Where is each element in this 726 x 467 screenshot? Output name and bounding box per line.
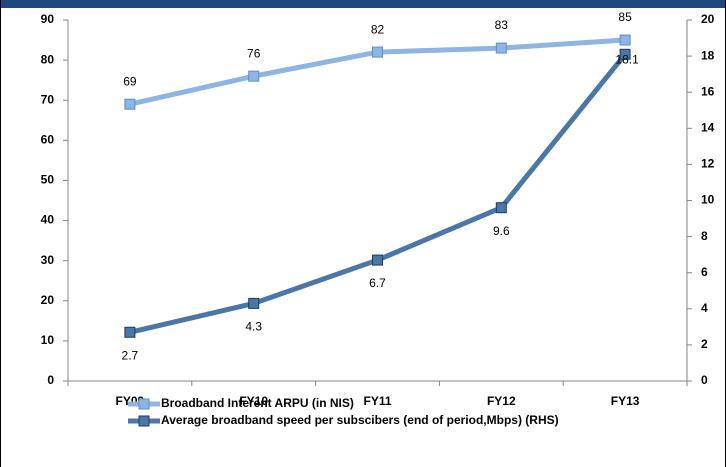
y-tick-label: 40 [41, 213, 55, 227]
point-marker [619, 34, 631, 46]
legend-marker [138, 415, 150, 427]
point-marker [619, 48, 631, 60]
y-tick-label: 90 [41, 12, 55, 26]
y2-tick-label: 20 [701, 12, 715, 26]
point-marker [495, 202, 507, 214]
x-tick-label: FY11 [363, 394, 391, 408]
y2-tick-label: 18 [701, 48, 715, 62]
data-label: 6.7 [369, 276, 386, 290]
data-label: 76 [247, 46, 261, 60]
legend-label: Broadband Interent ARPU (in NIS) [161, 396, 354, 410]
y2-tick-label: 10 [701, 193, 715, 207]
data-label: 18.1 [615, 52, 639, 66]
point-marker [248, 297, 260, 309]
y-tick-label: 60 [41, 133, 55, 147]
data-label: 85 [618, 10, 632, 24]
x-tick-label: FY13 [611, 394, 640, 408]
data-label: 69 [123, 74, 137, 88]
plot-area: 010203040506070809002468101214161820FY09… [41, 10, 715, 427]
y-tick-label: 10 [41, 333, 55, 347]
point-marker [372, 254, 383, 266]
data-label: 82 [371, 22, 385, 36]
point-marker [124, 326, 136, 338]
point-marker [495, 42, 507, 54]
y2-tick-label: 0 [701, 373, 708, 387]
y2-tick-label: 8 [701, 229, 708, 243]
y-tick-label: 80 [41, 52, 55, 66]
x-tick-label: FY12 [487, 394, 516, 408]
legend-label: Average broadband speed per subscibers (… [161, 413, 559, 427]
y-tick-label: 70 [41, 92, 55, 106]
y2-tick-label: 14 [701, 120, 715, 134]
point-marker [124, 98, 136, 110]
legend-marker [138, 398, 150, 410]
x-tick-label: FY10 [239, 394, 268, 408]
y-tick-label: 30 [41, 253, 55, 267]
data-label: 9.6 [493, 224, 510, 238]
y2-tick-label: 12 [701, 157, 715, 171]
y2-tick-label: 2 [701, 337, 708, 351]
header-strip [0, 0, 726, 8]
y2-tick-label: 6 [701, 265, 708, 279]
data-label: 2.7 [122, 348, 139, 362]
y-tick-label: 20 [41, 293, 55, 307]
y-tick-label: 50 [41, 173, 55, 187]
data-label: 83 [495, 18, 509, 32]
data-label: 4.3 [245, 320, 262, 334]
point-marker [248, 70, 260, 82]
y-tick-label: 0 [47, 373, 54, 387]
point-marker [372, 46, 383, 58]
y2-tick-label: 4 [701, 301, 708, 315]
y2-tick-label: 16 [701, 84, 715, 98]
